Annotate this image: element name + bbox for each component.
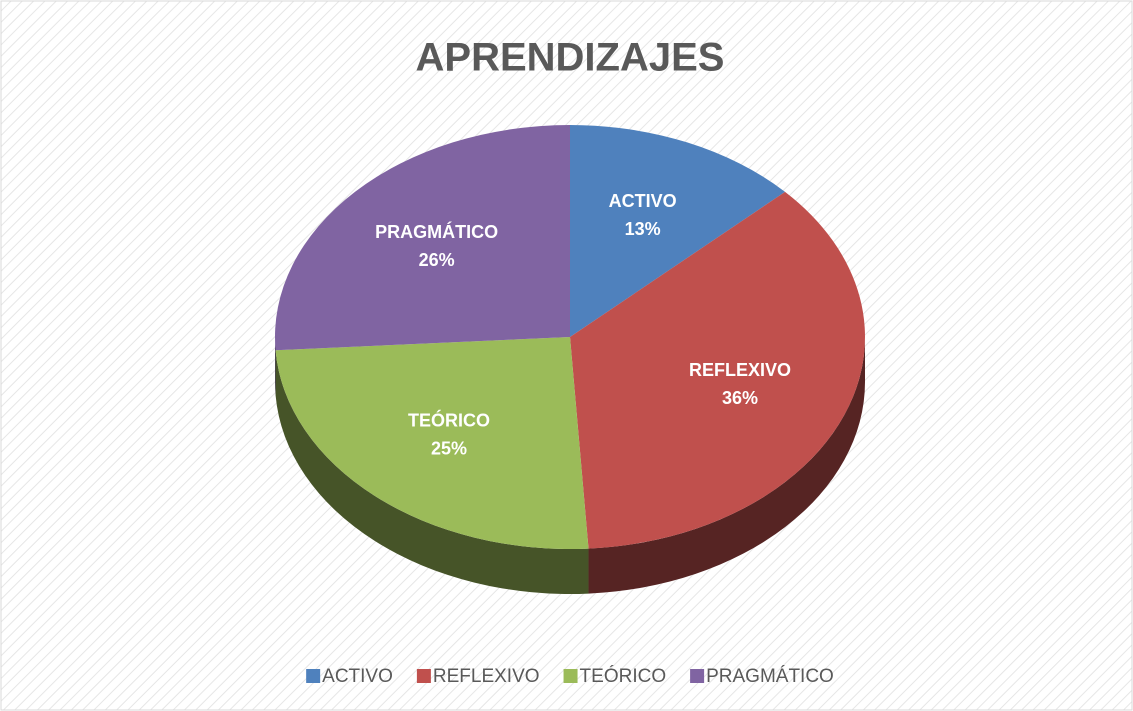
legend-label: TEÓRICO <box>580 665 667 687</box>
legend-swatch <box>416 669 431 683</box>
slice-category-label: TEÓRICO <box>408 409 490 430</box>
legend-label: REFLEXIVO <box>433 666 540 687</box>
legend-label: PRAGMÁTICO <box>706 666 834 687</box>
slice <box>570 125 786 337</box>
slice-category-label: REFLEXIVO <box>689 360 791 380</box>
slice-side <box>275 337 276 396</box>
legend-swatch <box>306 669 321 683</box>
legend-label: ACTIVO <box>322 666 393 687</box>
slice-category-label: ACTIVO <box>609 191 677 211</box>
legend-swatch <box>563 669 578 683</box>
slice-category-label: PRAGMÁTICO <box>375 221 498 242</box>
slice-value-label: 36% <box>722 388 758 408</box>
slice-side <box>275 350 589 594</box>
legend-swatch <box>690 669 705 683</box>
slice-value-label: 13% <box>625 219 661 239</box>
slice <box>275 125 570 351</box>
slice-side <box>588 337 865 594</box>
slice-value-label: 26% <box>419 250 455 270</box>
chart-title: APRENDIZAJES <box>416 36 725 80</box>
slice <box>275 337 589 549</box>
slice-value-label: 25% <box>431 438 467 458</box>
slice <box>570 191 865 549</box>
